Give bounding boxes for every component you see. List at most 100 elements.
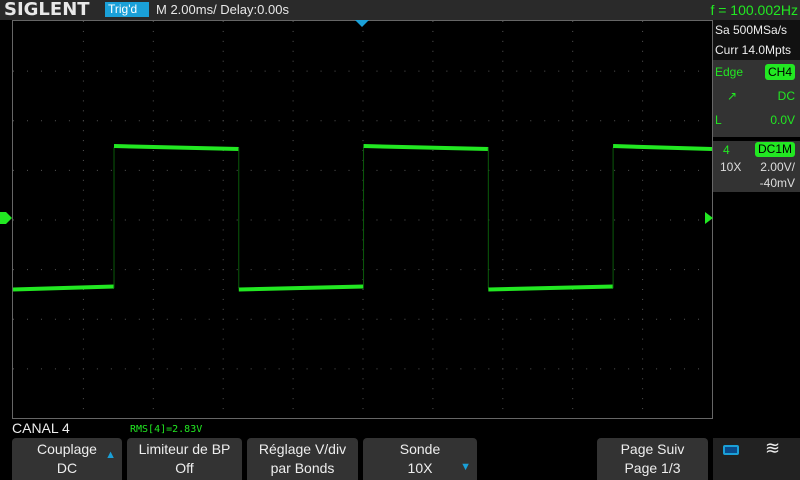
grid-dot <box>432 318 434 320</box>
coupling-button[interactable]: Couplage DC ▲ <box>12 438 122 480</box>
grid-dot <box>264 318 266 320</box>
grid-dot <box>152 249 154 251</box>
grid-dot <box>642 298 644 300</box>
grid-dot <box>40 269 42 271</box>
grid-dot <box>474 120 476 122</box>
timebase-readout[interactable]: M 2.00ms/ Delay:0.00s <box>156 2 289 17</box>
grid-dot <box>292 209 294 211</box>
menu-title: CANAL 4 <box>12 420 70 436</box>
grid-dot <box>348 318 350 320</box>
grid-dot <box>222 60 224 62</box>
grid-dot <box>362 229 364 231</box>
grid-dot <box>152 388 154 390</box>
grid-dot <box>250 219 252 221</box>
grid-dot <box>656 70 658 72</box>
grid-dot <box>432 259 434 261</box>
grid-dot <box>82 169 84 171</box>
grid-dot <box>698 368 700 370</box>
grid-dot <box>530 120 532 122</box>
grid-dot <box>362 199 364 201</box>
grid-dot <box>670 368 672 370</box>
grid-dot <box>250 70 252 72</box>
grid-dot <box>642 40 644 42</box>
grid-dot <box>642 378 644 380</box>
grid-dot <box>432 30 434 32</box>
grid-dot <box>586 269 588 271</box>
grid-dot <box>264 120 266 122</box>
grid-dot <box>292 21 294 22</box>
grid-dot <box>208 269 210 271</box>
grid-dot <box>362 110 364 112</box>
grid-dot <box>292 179 294 181</box>
grid-dot <box>516 70 518 72</box>
grid-dot <box>82 60 84 62</box>
grid-dot <box>474 368 476 370</box>
grid-dot <box>642 50 644 52</box>
grid-dot <box>152 140 154 142</box>
grid-dot <box>362 368 364 370</box>
vdiv-adjust-button[interactable]: Réglage V/div par Bonds <box>247 438 358 480</box>
grid-dot <box>586 169 588 171</box>
grid-dot <box>82 50 84 52</box>
grid-dot <box>222 80 224 82</box>
grid-dot <box>292 239 294 241</box>
grid-dot <box>656 169 658 171</box>
grid-dot <box>194 120 196 122</box>
grid-dot <box>26 70 28 72</box>
grid-dot <box>362 70 364 72</box>
status-area: ≋ <box>713 438 800 480</box>
grid-dot <box>264 70 266 72</box>
grid-dot <box>418 269 420 271</box>
acquisition-info[interactable]: Sa 500MSa/s Curr 14.0Mpts <box>713 20 800 60</box>
bandwidth-limit-button[interactable]: Limiteur de BP Off <box>127 438 242 480</box>
grid-dot <box>418 219 420 221</box>
grid-dot <box>236 269 238 271</box>
grid-dot <box>432 229 434 231</box>
grid-dot <box>572 40 574 42</box>
grid-dot <box>502 90 504 92</box>
grid-dot <box>432 348 434 350</box>
grid-dot <box>278 219 280 221</box>
grid-dot <box>362 348 364 350</box>
grid-dot <box>152 259 154 261</box>
next-page-button[interactable]: Page Suiv Page 1/3 <box>597 438 708 480</box>
grid-dot <box>530 219 532 221</box>
grid-dot <box>544 70 546 72</box>
grid-dot <box>292 110 294 112</box>
grid-dot <box>572 110 574 112</box>
grid-dot <box>572 189 574 191</box>
grid-dot <box>362 328 364 330</box>
grid-dot <box>40 120 42 122</box>
channel-info[interactable]: 4 DC1M 10X 2.00V/ -40mV <box>713 141 800 192</box>
grid-dot <box>432 150 434 152</box>
grid-dot <box>236 120 238 122</box>
trigger-info[interactable]: Edge CH4 ↗ DC L 0.0V <box>713 60 800 140</box>
grid-dot <box>614 318 616 320</box>
grid-dot <box>432 219 434 221</box>
grid-dot <box>152 318 154 320</box>
waveform-display[interactable] <box>12 20 713 419</box>
grid-dot <box>26 368 28 370</box>
grid-dot <box>642 338 644 340</box>
grid-dot <box>292 189 294 191</box>
grid-dot <box>502 259 504 261</box>
grid-dot <box>446 318 448 320</box>
side-panel: Sa 500MSa/s Curr 14.0Mpts Edge CH4 ↗ DC L 0… <box>713 20 800 192</box>
grid-dot <box>572 199 574 201</box>
grid-dot <box>292 60 294 62</box>
grid-dot <box>348 169 350 171</box>
grid-dot <box>138 169 140 171</box>
grid-dot <box>96 169 98 171</box>
grid-dot <box>362 358 364 360</box>
grid-dot <box>334 120 336 122</box>
grid-dot <box>362 398 364 400</box>
grid-dot <box>670 169 672 171</box>
grid-dot <box>208 368 210 370</box>
grid-dot <box>82 239 84 241</box>
waveform-segment <box>488 284 614 292</box>
grid-dot <box>194 368 196 370</box>
probe-button[interactable]: Sonde 10X ▼ <box>363 438 477 480</box>
grid-dot <box>68 318 70 320</box>
grid-dot <box>306 368 308 370</box>
grid-dot <box>684 219 686 221</box>
